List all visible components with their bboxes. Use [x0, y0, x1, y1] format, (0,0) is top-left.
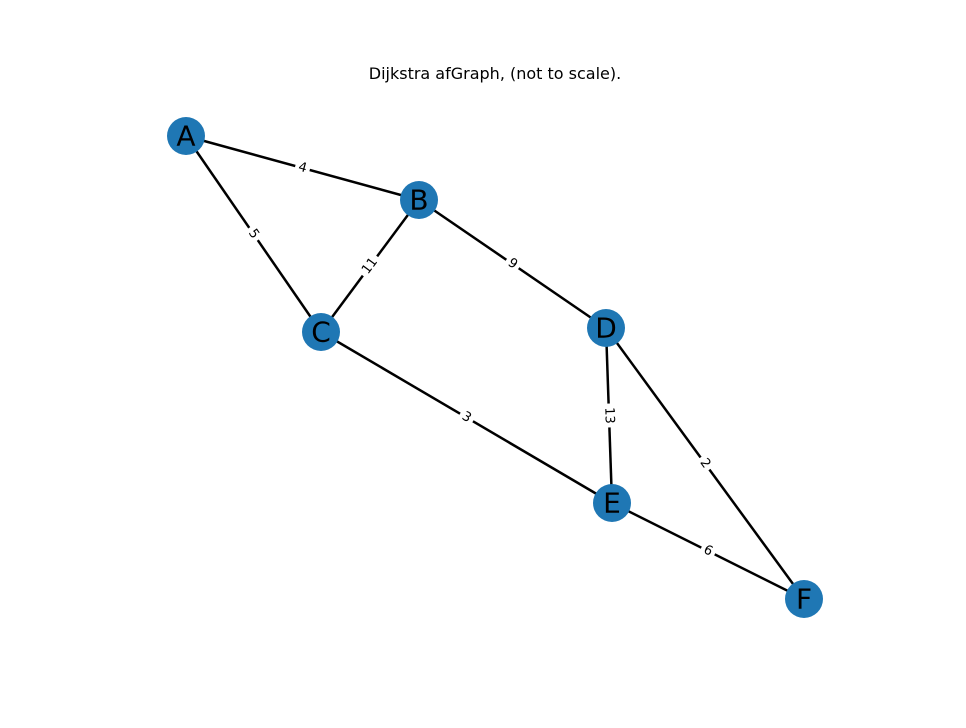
edge-labels-layer: 4 5 11 9 3 13 2 6	[241, 157, 719, 563]
edge-label-group-e-f: 6	[697, 539, 719, 563]
node-label-c: C	[311, 316, 331, 349]
node-label-b: B	[409, 184, 428, 217]
node-label-a: A	[176, 120, 195, 153]
node-d	[587, 309, 625, 347]
figure-title: Dijkstra afGraph, (not to scale).	[369, 64, 621, 83]
edge-label-group-d-e: 13	[599, 403, 619, 428]
edge-label-background	[355, 251, 385, 281]
node-label-f: F	[796, 583, 812, 616]
edge-label-background	[241, 222, 266, 246]
edge-weight-label: 13	[601, 407, 617, 424]
nodes-layer: A B C D E F	[167, 117, 823, 618]
edge-label-background	[693, 452, 717, 475]
edge-label-group-a-c: 5	[241, 222, 266, 246]
node-c	[302, 313, 340, 351]
node-label-e: E	[603, 487, 621, 520]
edge-label-group-b-c: 11	[355, 251, 385, 281]
edge-label-group-a-b: 4	[292, 157, 313, 179]
edge-weight-label: 4	[297, 160, 309, 177]
edge-label-group-b-d: 9	[501, 252, 524, 276]
node-b	[400, 181, 438, 219]
edge-label-group-c-e: 3	[455, 405, 478, 430]
edge-label-background	[292, 157, 313, 179]
edge-label-background	[697, 539, 719, 563]
edge-label-group-d-f: 2	[693, 452, 717, 475]
node-e	[593, 484, 631, 522]
edge-label-background	[455, 405, 478, 430]
edge-label-background	[501, 252, 524, 276]
edges-layer	[184, 134, 806, 601]
edge-label-background	[599, 403, 619, 428]
node-f	[785, 580, 823, 618]
node-a	[167, 117, 205, 155]
node-label-d: D	[595, 312, 617, 345]
